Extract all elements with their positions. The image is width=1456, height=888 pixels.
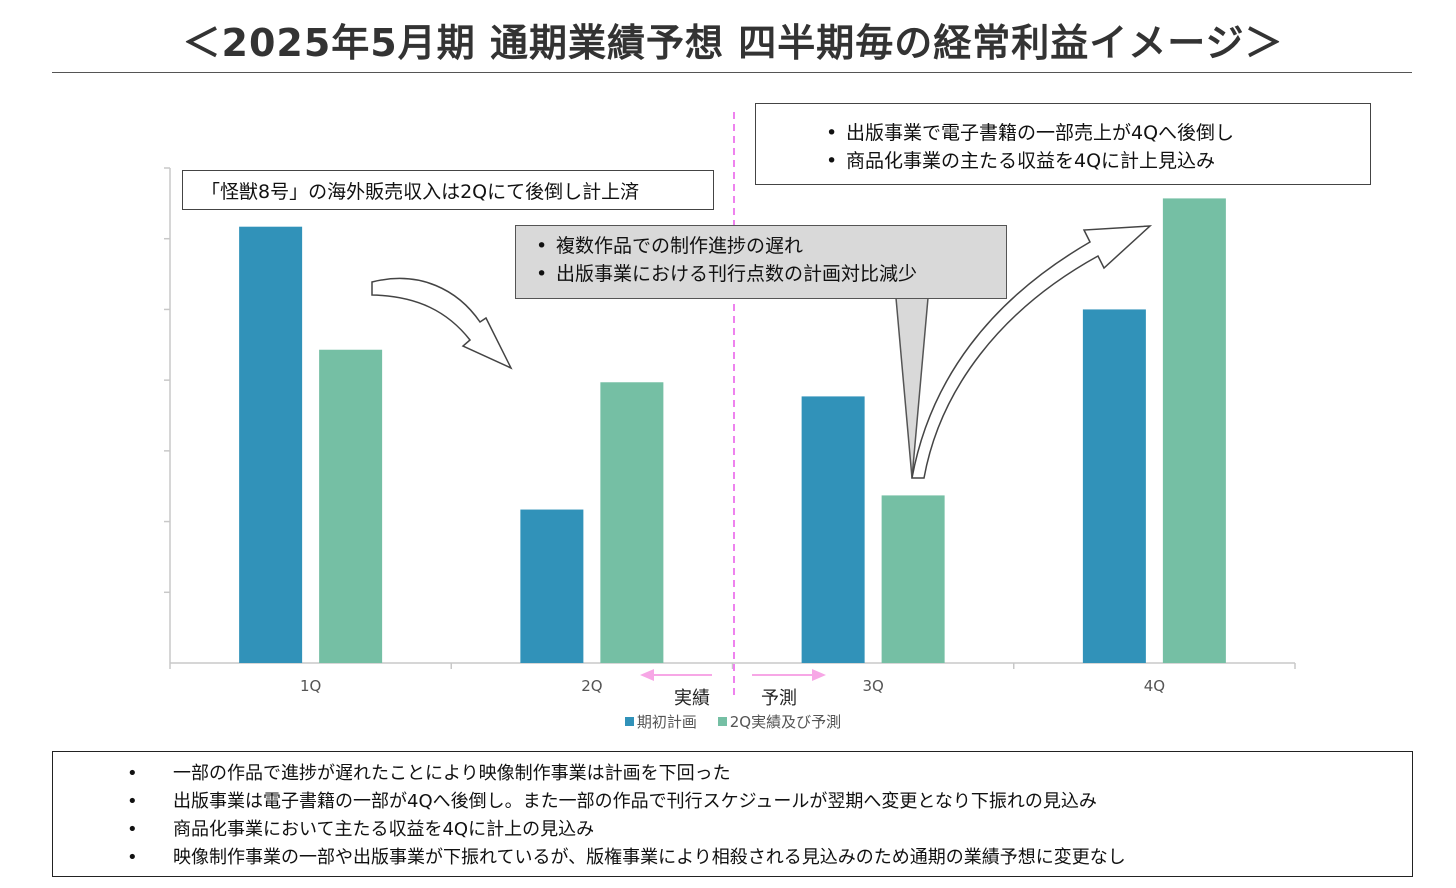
callout-delay-item: 複数作品での制作進捗の遅れ: [528, 232, 1006, 260]
actual-arrow: [640, 669, 712, 681]
callout-shift-item: 出版事業で電子書籍の一部売上が4Qへ後倒し: [818, 119, 1370, 147]
note-item: 一部の作品で進捗が遅れたことにより映像制作事業は計画を下回った: [53, 760, 1412, 788]
callout-production-delay: 複数作品での制作進捗の遅れ 出版事業における刊行点数の計画対比減少: [515, 225, 1007, 299]
title-divider: [52, 72, 1412, 73]
legend-label-plan: 期初計画: [636, 713, 697, 731]
bar-result-3Q: [881, 495, 945, 663]
bar-result-4Q: [1162, 198, 1226, 663]
chart-legend: 期初計画 2Q実績及び予測: [0, 711, 1456, 732]
bar-result-2Q: [600, 382, 664, 663]
summary-notes: 一部の作品で進捗が遅れたことにより映像制作事業は計画を下回った 出版事業は電子書…: [52, 751, 1413, 877]
legend-swatch-result: [717, 717, 727, 726]
note-item: 商品化事業において主たる収益を4Qに計上の見込み: [53, 816, 1412, 844]
bar-plan-4Q: [1082, 309, 1146, 663]
note-item: 出版事業は電子書籍の一部が4Qへ後倒し。また一部の作品で刊行スケジュールが翌期へ…: [53, 788, 1412, 816]
x-tick-label: 1Q: [300, 677, 321, 695]
legend-label-result: 2Q実績及び予測: [729, 713, 842, 731]
bar-plan-1Q: [239, 226, 303, 663]
shift-arrow-3q-4q: [911, 225, 1153, 479]
note-item: 映像制作事業の一部や出版事業が下振れているが、版権事業により相殺される見込みのた…: [53, 844, 1412, 872]
callout-delay-item: 出版事業における刊行点数の計画対比減少: [528, 260, 1006, 288]
bar-plan-2Q: [520, 509, 584, 663]
legend-item-plan: 期初計画: [624, 711, 697, 732]
x-tick-label: 3Q: [862, 677, 883, 695]
x-tick-label: 4Q: [1144, 677, 1165, 695]
shift-arrow-1q-2q: [371, 277, 513, 370]
bar-result-1Q: [319, 349, 383, 663]
callout-overseas-revenue: 「怪獣8号」の海外販売収入は2Qにて後倒し計上済: [182, 170, 714, 210]
legend-item-result: 2Q実績及び予測: [717, 711, 842, 732]
actual-label: 実績: [674, 688, 710, 709]
legend-swatch-plan: [624, 717, 634, 726]
callout-shift-item: 商品化事業の主たる収益を4Qに計上見込み: [818, 147, 1370, 175]
bar-plan-3Q: [801, 396, 865, 663]
forecast-arrow: [752, 669, 826, 681]
callout-4q-shift: 出版事業で電子書籍の一部売上が4Qへ後倒し 商品化事業の主たる収益を4Qに計上見…: [755, 103, 1371, 185]
page-title: ＜2025年5月期 通期業績予想 四半期毎の経常利益イメージ＞: [182, 21, 1284, 65]
x-tick-label: 2Q: [581, 677, 602, 695]
forecast-label: 予測: [761, 688, 797, 709]
callout-overseas-text: 「怪獣8号」の海外販売収入は2Qにて後倒し計上済: [201, 181, 640, 203]
